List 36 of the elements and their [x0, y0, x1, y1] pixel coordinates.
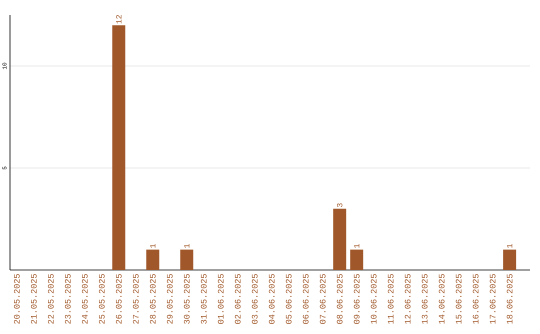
x-tick-label: 22.05.2025: [48, 274, 54, 324]
x-tick-label: 25.05.2025: [98, 274, 105, 324]
x-tick-label: 09.06.2025: [354, 274, 360, 324]
x-tick-label: 31.05.2025: [200, 274, 207, 324]
x-tick-label: 04.06.2025: [268, 274, 275, 324]
x-tick-label: 02.06.2025: [234, 274, 241, 324]
x-tick-label: 27.05.2025: [132, 274, 139, 324]
x-tick-label: 30.05.2025: [184, 274, 190, 324]
x-tick-label: 16.06.2025: [472, 274, 478, 324]
bar: [333, 208, 346, 270]
x-tick-label: 18.06.2025: [506, 274, 512, 324]
x-tick-label: 06.06.2025: [302, 274, 309, 324]
x-tick-label: 03.06.2025: [252, 274, 258, 324]
x-tick-label: 24.05.2025: [82, 274, 88, 324]
x-tick-label: 08.06.2025: [336, 274, 343, 324]
x-tick-label: 12.06.2025: [404, 274, 411, 324]
x-tick-label: 05.06.2025: [286, 274, 292, 324]
x-tick-label: 23.05.2025: [64, 274, 71, 324]
x-tick-label: 10.06.2025: [370, 274, 377, 324]
bar: [350, 250, 364, 270]
x-tick-label: 15.06.2025: [456, 274, 462, 324]
bar: [503, 250, 516, 270]
bar: [112, 25, 126, 270]
x-tick-label: 11.06.2025: [388, 274, 394, 324]
x-tick-label: 07.06.2025: [320, 274, 326, 324]
x-tick-label: 14.06.2025: [438, 274, 445, 324]
x-tick-label: 01.06.2025: [218, 274, 224, 324]
x-tick-label: 20.05.2025: [14, 274, 20, 324]
bar: [180, 250, 194, 270]
x-tick-label: 13.06.2025: [422, 274, 428, 324]
x-tick-label: 26.05.2025: [116, 274, 122, 324]
bar: [146, 250, 160, 270]
x-tick-label: 28.05.2025: [150, 274, 156, 324]
x-tick-label: 17.06.2025: [490, 274, 496, 324]
x-tick-label: 29.05.2025: [166, 274, 173, 324]
x-tick-label: 21.05.2025: [30, 274, 37, 324]
